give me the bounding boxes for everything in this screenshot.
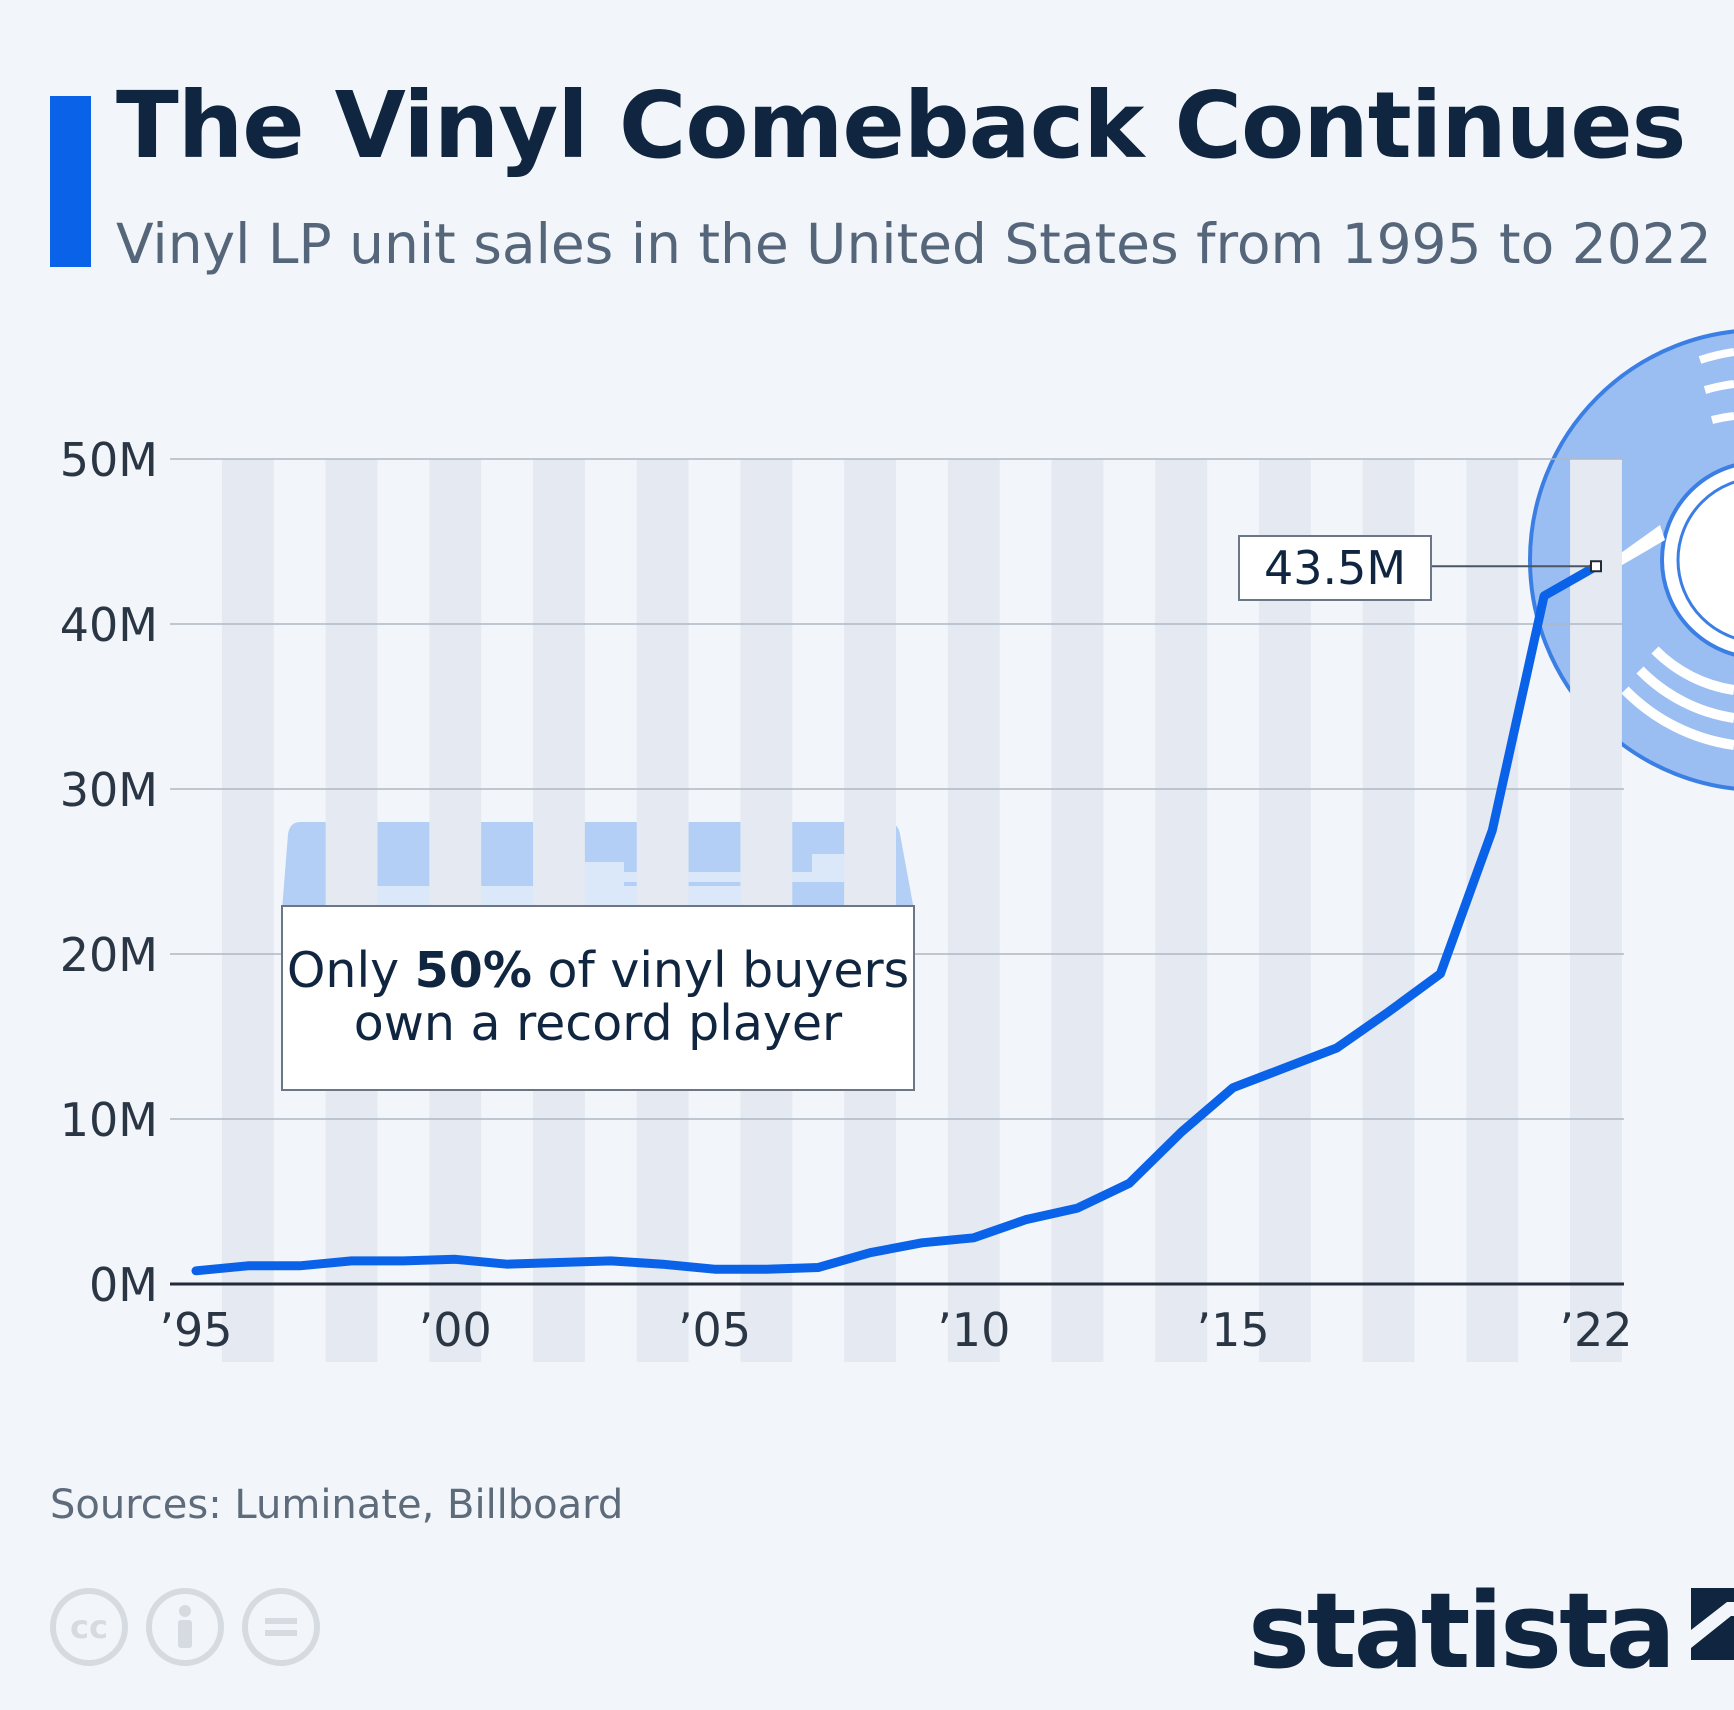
x-tick-label: ’05 <box>678 1303 751 1357</box>
x-tick-label: ’10 <box>937 1303 1010 1357</box>
source-note: Sources: Luminate, Billboard <box>50 1482 624 1528</box>
year-band <box>1362 459 1415 1362</box>
year-band <box>1155 459 1208 1362</box>
y-tick-label: 50M <box>60 433 158 487</box>
chart-subtitle: Vinyl LP unit sales in the United States… <box>116 212 1712 276</box>
annotation-line-1: Only 50% of vinyl buyers <box>286 942 910 1000</box>
accent-bar <box>50 96 91 267</box>
annotation-highlight: 50% <box>414 942 532 1000</box>
logo-text: statista <box>1248 1570 1676 1692</box>
year-band <box>1466 459 1519 1362</box>
x-tick-label: ’95 <box>159 1303 232 1357</box>
year-band <box>947 459 1000 1362</box>
y-tick-label: 30M <box>60 763 158 817</box>
year-band <box>1570 459 1622 1362</box>
y-tick-label: 10M <box>60 1093 158 1147</box>
cc-icon[interactable]: cc <box>50 1588 128 1666</box>
year-band <box>221 459 274 1362</box>
x-tick-label: ’15 <box>1196 1303 1269 1357</box>
annotation-box: Only 50% of vinyl buyers own a record pl… <box>281 905 915 1091</box>
chart-title: The Vinyl Comeback Continues <box>116 72 1686 179</box>
y-tick-label: 40M <box>60 598 158 652</box>
year-band <box>1258 459 1311 1362</box>
series-line <box>191 561 1601 1276</box>
highlight-point <box>1590 560 1602 573</box>
statista-logo-icon <box>1690 1588 1734 1674</box>
x-tick-label: ’22 <box>1559 1303 1632 1357</box>
line-chart: 0M 10M 20M 30M 40M 50M ’95 ’00 ’05 ’10 ’15 ’22 <box>60 329 1734 1362</box>
statista-logo[interactable]: statista <box>1248 1570 1734 1692</box>
last-value-callout: 43.5M <box>1238 535 1432 601</box>
attribution-icon[interactable] <box>146 1588 224 1666</box>
y-tick-label: 20M <box>60 928 158 982</box>
y-tick-label: 0M <box>89 1258 158 1312</box>
no-derivatives-icon[interactable] <box>242 1588 320 1666</box>
license-icons: cc <box>50 1588 320 1666</box>
vinyl-record-illustration <box>1528 329 1734 791</box>
x-tick-label: ’00 <box>419 1303 492 1357</box>
annotation-line-2: own a record player <box>353 995 843 1052</box>
year-band <box>1051 459 1104 1362</box>
